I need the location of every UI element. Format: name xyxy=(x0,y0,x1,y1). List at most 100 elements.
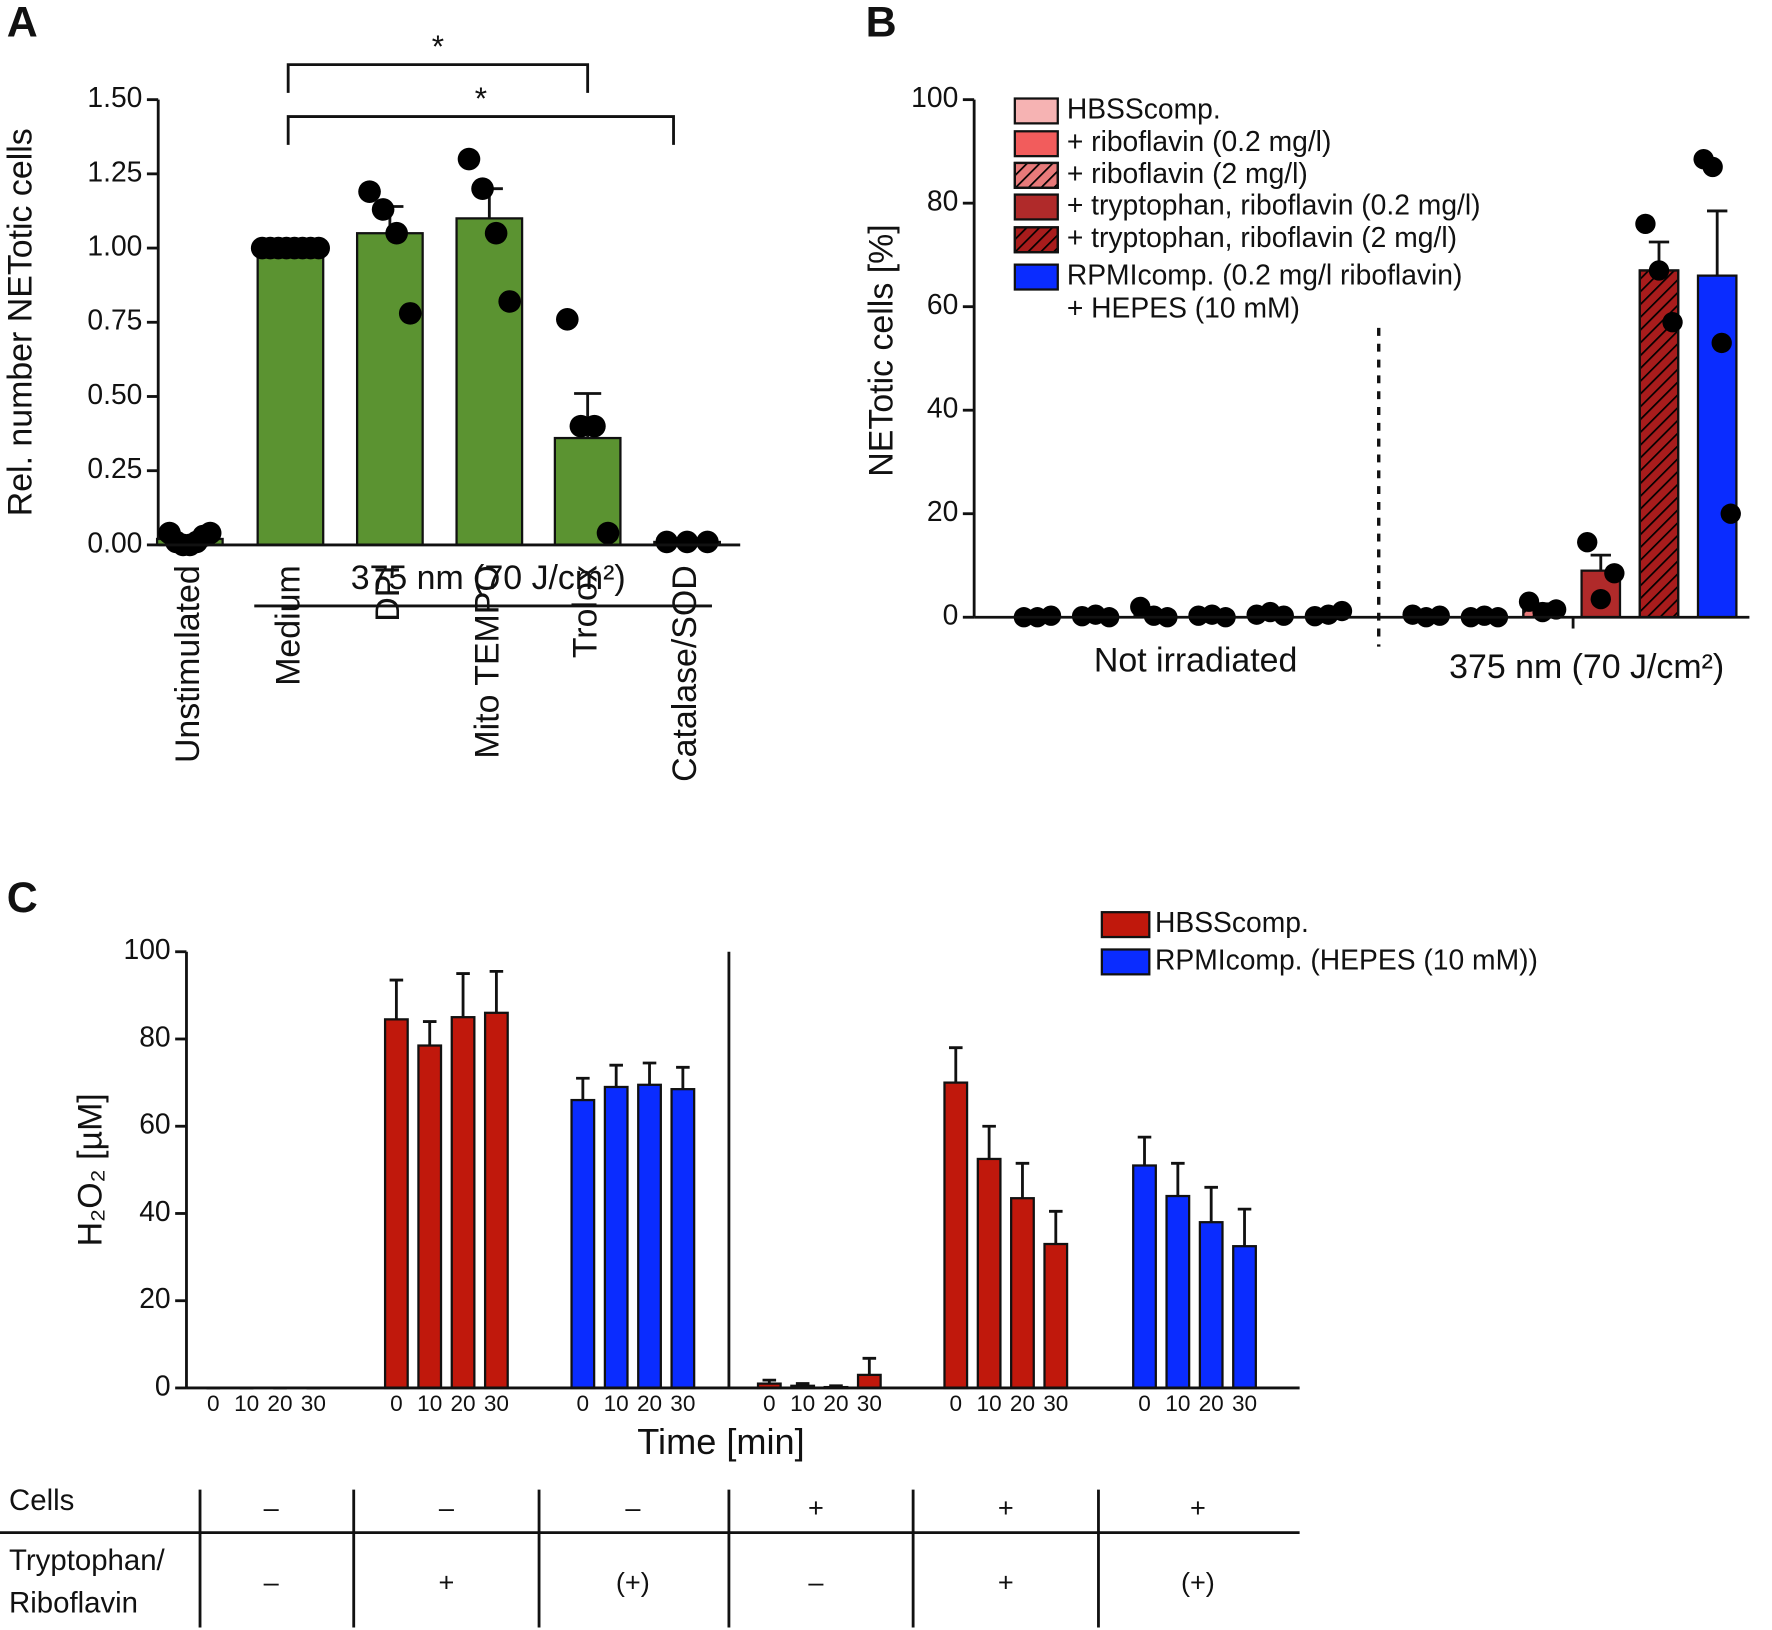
y-tick-label: 1.00 xyxy=(87,230,142,262)
x-tick-label: 20 xyxy=(637,1391,662,1416)
y-tick-label: 60 xyxy=(927,288,958,320)
x-tick-label: Medium xyxy=(269,565,307,686)
error-bar xyxy=(676,1065,690,1090)
y-tick-label: 80 xyxy=(139,1020,170,1052)
legend-label: RPMIcomp. (0.2 mg/l riboflavin) xyxy=(1067,259,1463,291)
legend-swatch-hatch xyxy=(1013,161,1059,189)
row-label: Riboflavin xyxy=(9,1587,138,1620)
x-tick-label: 20 xyxy=(823,1391,848,1416)
data-point xyxy=(1429,605,1450,626)
error-bar xyxy=(1237,1207,1252,1247)
table-cell: – xyxy=(264,1492,280,1523)
x-tick-label: 10 xyxy=(790,1391,815,1416)
table-cell: (+) xyxy=(1181,1567,1215,1598)
y-axis-label: H₂O₂ [µM] xyxy=(72,1093,110,1246)
data-point xyxy=(1648,260,1670,281)
significance-label: * xyxy=(432,28,444,64)
error-bar xyxy=(1707,209,1728,276)
group-label: 375 nm (70 J/cm²) xyxy=(351,559,626,597)
x-tick-label: 0 xyxy=(763,1391,776,1416)
bar xyxy=(1132,1164,1157,1390)
bar xyxy=(1010,1197,1035,1390)
error-bar xyxy=(1171,1161,1185,1197)
y-tick-label: 60 xyxy=(139,1108,170,1140)
error-bar xyxy=(456,972,470,1018)
data-point xyxy=(1040,605,1062,626)
table-cell: + xyxy=(998,1567,1014,1598)
bar xyxy=(570,1098,596,1390)
table-cell: – xyxy=(264,1567,280,1598)
legend-swatch xyxy=(1013,263,1059,291)
data-point xyxy=(498,290,521,313)
legend-swatch-hatch xyxy=(1013,226,1059,254)
x-tick-label: 0 xyxy=(949,1391,962,1416)
row-label: Cells xyxy=(9,1484,74,1517)
table-cell: – xyxy=(439,1492,455,1523)
legend-swatch xyxy=(1013,193,1059,221)
x-tick-label: Catalase/SOD xyxy=(666,565,704,782)
x-tick-label: 10 xyxy=(1165,1391,1190,1416)
bar xyxy=(450,1016,476,1390)
y-tick-label: 0.50 xyxy=(87,378,142,410)
x-tick-label: 0 xyxy=(577,1391,590,1416)
legend-label: + riboflavin (2 mg/l) xyxy=(1067,157,1308,189)
table-cell: – xyxy=(808,1567,824,1598)
data-point xyxy=(398,302,422,325)
y-tick-label: 0.75 xyxy=(87,304,142,336)
bar xyxy=(483,1011,509,1390)
x-tick-label: Mito TEMPO xyxy=(468,565,506,758)
y-tick-label: 20 xyxy=(139,1282,170,1314)
bar xyxy=(976,1157,1002,1390)
table-cell: + xyxy=(1190,1492,1206,1523)
data-point xyxy=(1545,599,1567,620)
table-cell: – xyxy=(625,1492,641,1523)
table-cell: + xyxy=(998,1492,1014,1523)
y-tick-label: 0 xyxy=(943,599,959,631)
x-group-label: 375 nm (70 J/cm²) xyxy=(1449,648,1724,686)
y-tick-label: 40 xyxy=(139,1195,170,1227)
error-bar xyxy=(1590,553,1611,571)
data-point xyxy=(1577,532,1598,553)
x-axis-label: Time [min] xyxy=(637,1421,804,1462)
y-axis-label: Rel. number NETotic cells xyxy=(2,128,40,516)
row-label: Tryptophan/ xyxy=(9,1544,166,1577)
x-tick-label: 10 xyxy=(977,1391,1002,1416)
data-point xyxy=(307,236,330,260)
y-tick-label: 1.50 xyxy=(87,81,142,113)
x-tick-label: Trolox xyxy=(567,565,605,658)
x-tick-label: 10 xyxy=(417,1391,442,1416)
bar xyxy=(1165,1194,1191,1390)
bar xyxy=(943,1081,969,1390)
data-point xyxy=(596,521,620,545)
x-tick-label: 0 xyxy=(207,1391,220,1416)
table-cell: (+) xyxy=(616,1567,650,1598)
data-point xyxy=(556,308,579,331)
data-point xyxy=(583,414,606,438)
y-tick-label: 100 xyxy=(911,81,958,113)
y-tick-label: 0 xyxy=(155,1369,171,1401)
data-point xyxy=(385,221,408,245)
bar xyxy=(603,1085,629,1390)
y-tick-label: 0.25 xyxy=(87,452,142,484)
x-tick-label: 30 xyxy=(1232,1391,1257,1416)
error-bar xyxy=(1015,1161,1030,1199)
x-tick-label: 0 xyxy=(390,1391,403,1416)
data-point xyxy=(1702,156,1723,178)
x-tick-label: 20 xyxy=(1199,1391,1224,1416)
data-point xyxy=(675,530,699,554)
data-point xyxy=(1711,332,1732,354)
y-tick-label: 1.25 xyxy=(87,155,142,187)
x-tick-label: 30 xyxy=(301,1391,326,1416)
x-tick-label: 30 xyxy=(670,1391,695,1416)
error-bar xyxy=(1137,1135,1152,1166)
error-bar xyxy=(1049,1209,1063,1245)
error-bar xyxy=(862,1356,877,1375)
x-tick-label: 20 xyxy=(1010,1391,1035,1416)
legend-label: + HEPES (10 mM) xyxy=(1067,291,1300,323)
data-point xyxy=(655,530,679,554)
bar xyxy=(455,217,524,547)
legend-swatch xyxy=(1013,130,1059,158)
legend-label: RPMIcomp. (HEPES (10 mM)) xyxy=(1155,943,1538,975)
data-point xyxy=(1635,213,1656,235)
